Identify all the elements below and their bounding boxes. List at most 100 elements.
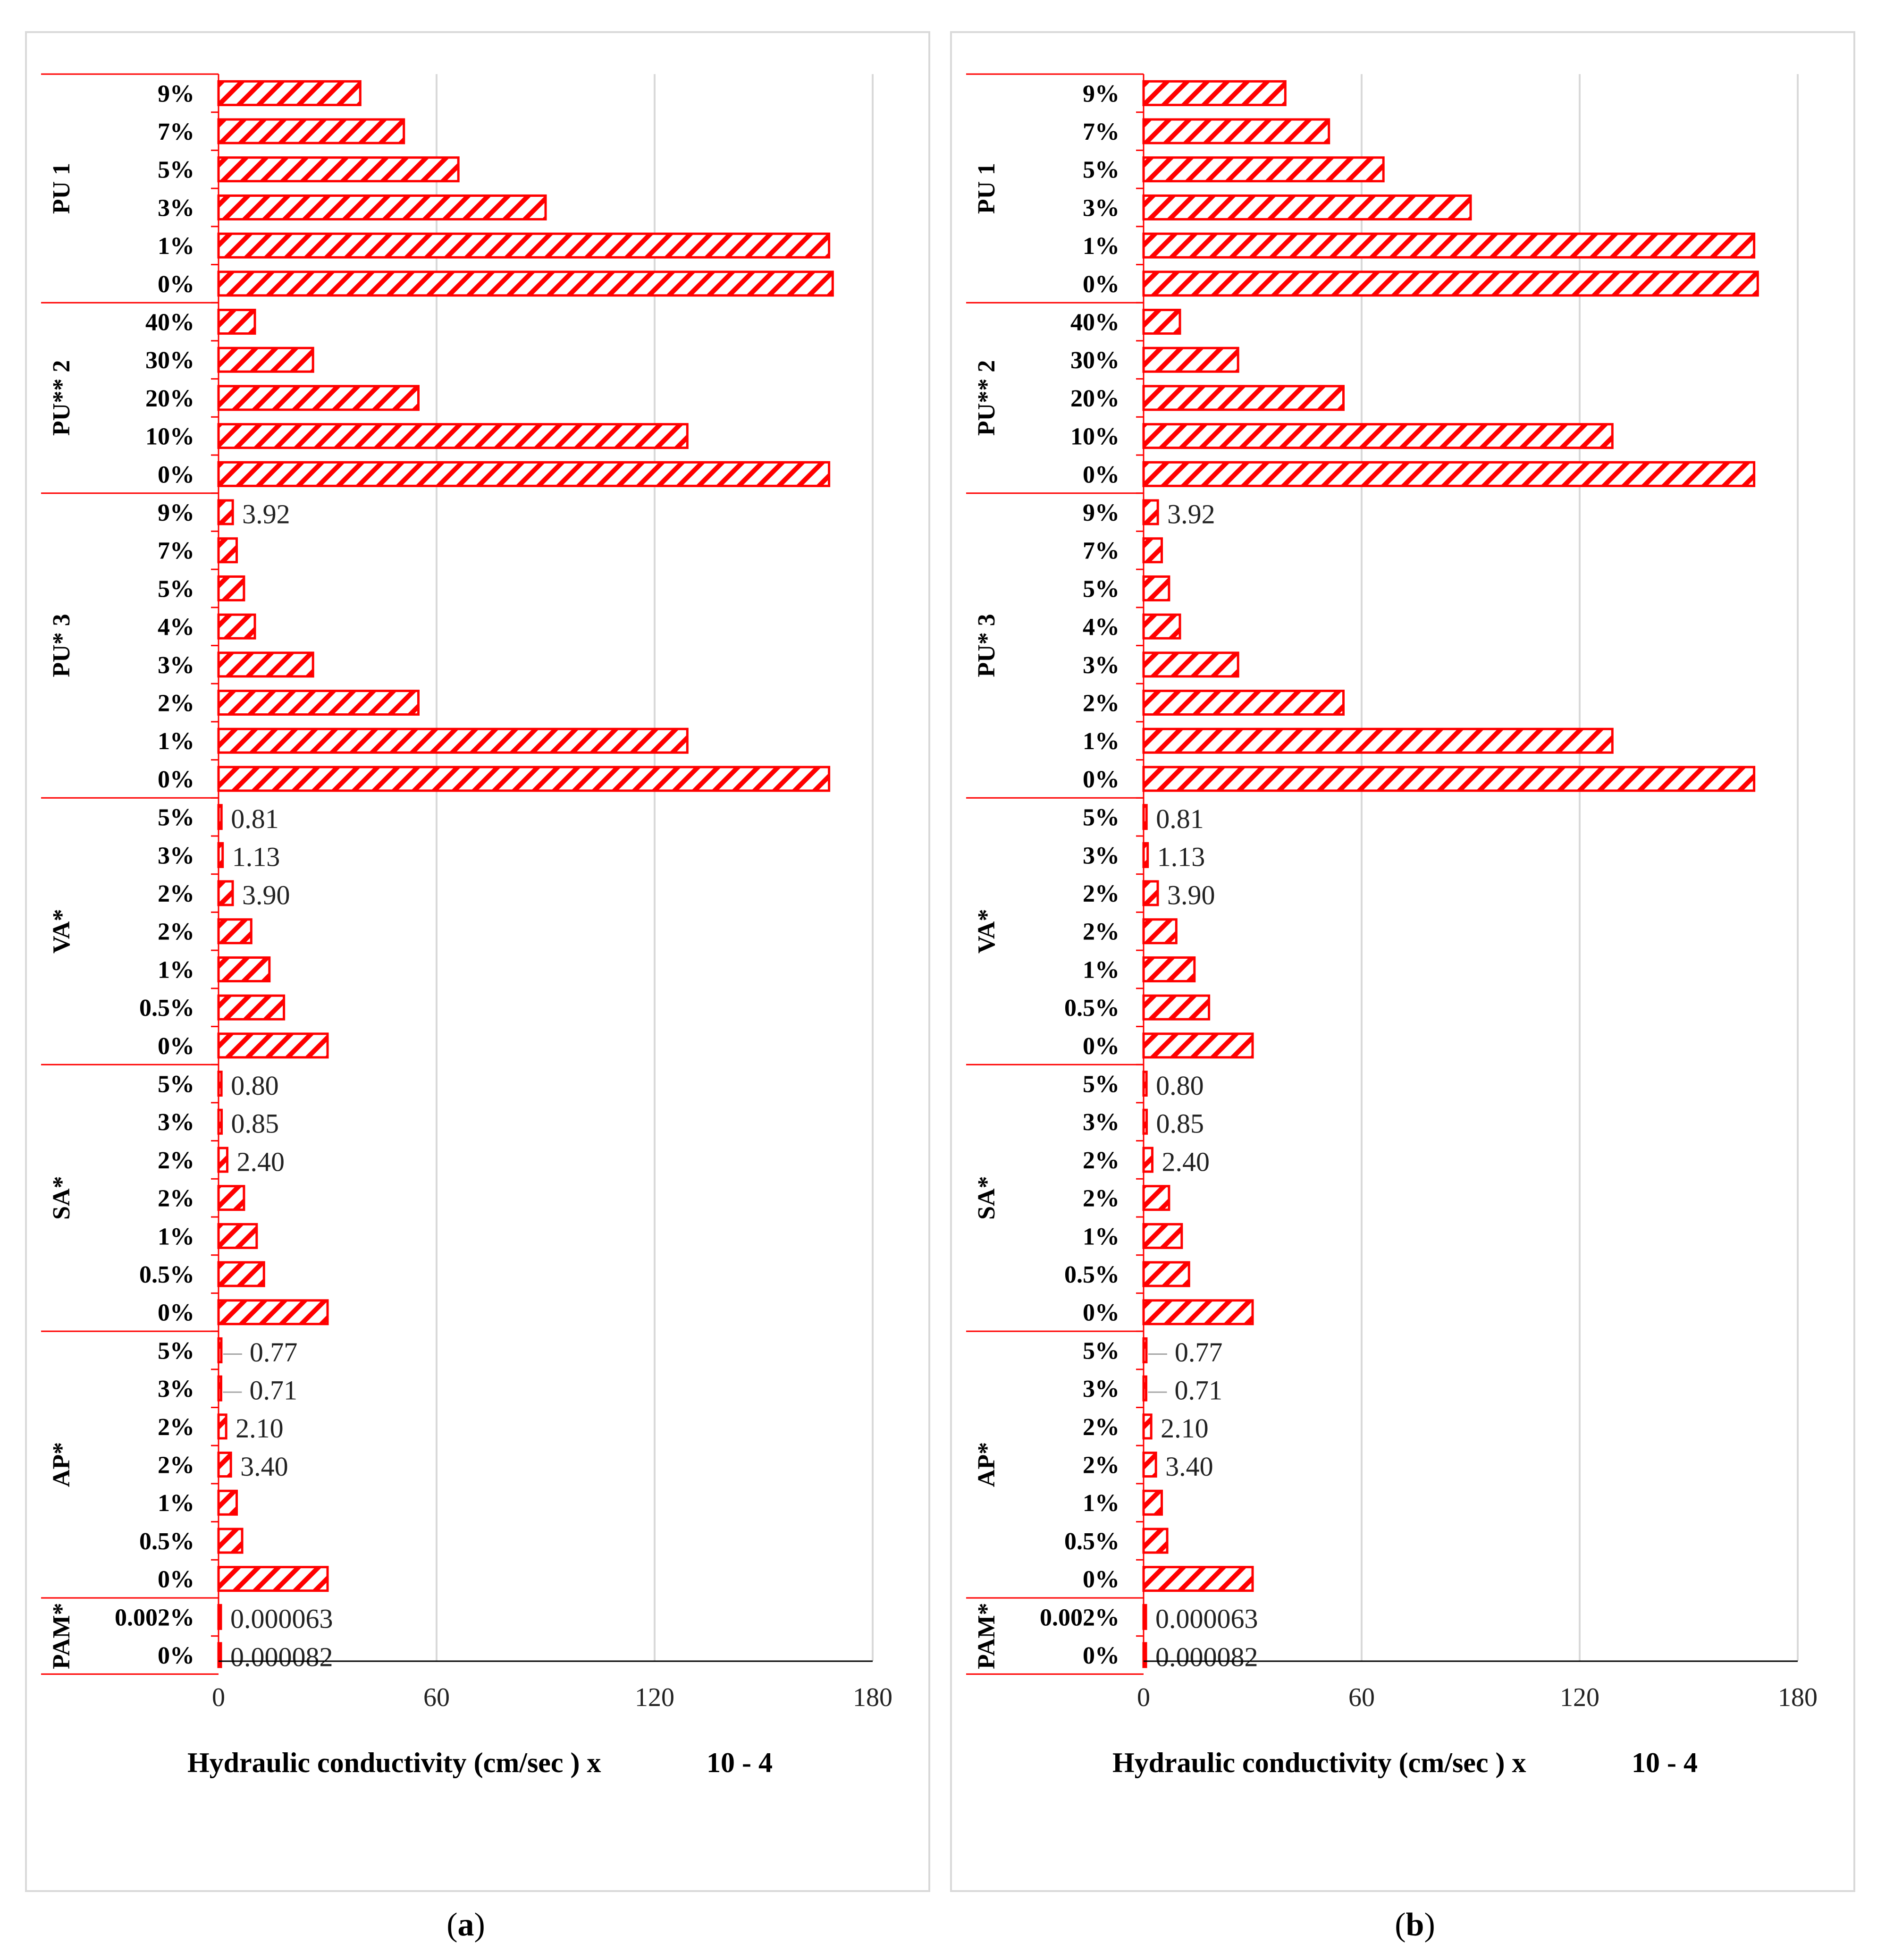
category-label: 1% bbox=[1083, 1223, 1119, 1250]
x-tick-label: 180 bbox=[853, 1683, 892, 1712]
category-label: 5% bbox=[158, 1337, 194, 1364]
bar bbox=[1142, 1604, 1147, 1630]
category-label: 7% bbox=[1083, 118, 1119, 145]
category-label: 2% bbox=[158, 1452, 194, 1478]
bar bbox=[217, 461, 831, 487]
bar bbox=[217, 690, 420, 716]
category-label: 3% bbox=[158, 1376, 194, 1402]
category-label: 0% bbox=[158, 1642, 194, 1669]
category-label: 5% bbox=[158, 575, 194, 602]
bar bbox=[217, 80, 362, 106]
x-axis-exponent: 10 - 4 bbox=[707, 1747, 773, 1778]
data-label: 0.80 bbox=[1156, 1070, 1204, 1101]
x-tick-label: 180 bbox=[1778, 1683, 1818, 1712]
caption-b-letter: b bbox=[1406, 1907, 1424, 1943]
bar bbox=[217, 1108, 223, 1135]
category-label: 0% bbox=[158, 1300, 194, 1326]
group-label: PU 1 bbox=[48, 163, 75, 214]
chart-b-svg: 9% 7% 5% 3% 1% 0% PU 1 40% 30% 20% 10% 0% PU** 2 9% 3.… bbox=[966, 73, 1818, 1778]
category-label: 1% bbox=[1083, 956, 1119, 983]
bar bbox=[1142, 346, 1239, 373]
category-label: 0.5% bbox=[1064, 1528, 1119, 1555]
chart-panel-a: 9% 7% 5% 3% 1% 0% PU 1 40% 30% 20% 10% 0% PU** 2 9% 3.… bbox=[25, 31, 930, 1892]
category-label: 5% bbox=[158, 157, 194, 184]
bar bbox=[217, 1642, 222, 1668]
bar bbox=[1142, 1261, 1190, 1287]
bar bbox=[1142, 423, 1614, 449]
bar bbox=[217, 994, 286, 1021]
bar bbox=[217, 499, 234, 525]
data-label: 0.77 bbox=[1175, 1337, 1223, 1368]
category-label: 3% bbox=[158, 652, 194, 679]
bar bbox=[217, 804, 223, 830]
bar bbox=[1142, 956, 1196, 982]
data-label: 2.10 bbox=[236, 1413, 284, 1444]
category-label: 2% bbox=[1083, 919, 1119, 946]
category-label: 3% bbox=[158, 1109, 194, 1136]
bar bbox=[217, 118, 405, 144]
bar bbox=[1142, 118, 1330, 144]
category-label: 1% bbox=[158, 233, 194, 260]
category-label: 5% bbox=[1083, 1071, 1119, 1098]
category-label: 0% bbox=[1083, 461, 1119, 488]
data-label: 3.92 bbox=[1167, 498, 1215, 529]
group-label: VA* bbox=[973, 909, 1000, 954]
category-label: 2% bbox=[1083, 1147, 1119, 1174]
category-label: 1% bbox=[158, 956, 194, 983]
x-tick-label: 60 bbox=[1348, 1683, 1375, 1712]
bar bbox=[1142, 880, 1159, 906]
category-label: 5% bbox=[1083, 1337, 1119, 1364]
bar bbox=[217, 1566, 329, 1592]
bar bbox=[217, 423, 689, 449]
bar bbox=[217, 1452, 232, 1478]
bar bbox=[217, 727, 689, 754]
caption-b: (b) bbox=[1395, 1907, 1435, 1943]
group-label: SA* bbox=[48, 1176, 75, 1219]
category-label: 1% bbox=[1083, 728, 1119, 755]
bar bbox=[1142, 270, 1759, 297]
bar bbox=[217, 880, 234, 906]
category-label: 5% bbox=[1083, 575, 1119, 602]
bar bbox=[1142, 690, 1345, 716]
bar bbox=[217, 232, 831, 259]
category-label: 0.5% bbox=[139, 1528, 194, 1555]
bar bbox=[1142, 804, 1148, 830]
category-label: 4% bbox=[158, 614, 194, 641]
category-label: 5% bbox=[158, 1071, 194, 1098]
category-label: 3% bbox=[158, 194, 194, 221]
data-label: 0.81 bbox=[231, 803, 279, 834]
bar bbox=[217, 956, 271, 982]
data-label: 0.000063 bbox=[230, 1604, 333, 1634]
bar bbox=[1142, 918, 1178, 945]
bar bbox=[217, 270, 834, 297]
bar bbox=[1142, 1642, 1147, 1668]
bar bbox=[217, 1375, 222, 1402]
category-label: 0.5% bbox=[139, 1261, 194, 1288]
bar bbox=[1142, 232, 1756, 259]
bar bbox=[1142, 1223, 1183, 1249]
bar bbox=[217, 766, 831, 792]
data-label: 0.81 bbox=[1156, 803, 1204, 834]
bar bbox=[1142, 1147, 1153, 1173]
category-label: 3% bbox=[158, 842, 194, 869]
category-label: 2% bbox=[158, 1185, 194, 1212]
category-label: 2% bbox=[1083, 690, 1119, 717]
group-label: PAM* bbox=[973, 1603, 1000, 1669]
caption-a: (a) bbox=[446, 1907, 485, 1943]
group-label: PU* 3 bbox=[973, 614, 1000, 677]
group-label: PU** 2 bbox=[973, 360, 1000, 436]
bar bbox=[1142, 1032, 1254, 1059]
data-label: 3.92 bbox=[242, 498, 290, 529]
bar bbox=[217, 918, 253, 945]
category-label: 5% bbox=[1083, 804, 1119, 831]
category-label: 20% bbox=[145, 385, 194, 412]
category-label: 40% bbox=[145, 309, 194, 336]
data-label: 3.90 bbox=[1167, 879, 1215, 910]
bar bbox=[1142, 1413, 1153, 1440]
bar bbox=[217, 156, 460, 183]
bar bbox=[217, 1489, 238, 1516]
category-label: 7% bbox=[1083, 538, 1119, 565]
bar bbox=[1142, 1566, 1254, 1592]
bar bbox=[217, 1223, 258, 1249]
group-label: PAM* bbox=[48, 1603, 75, 1669]
